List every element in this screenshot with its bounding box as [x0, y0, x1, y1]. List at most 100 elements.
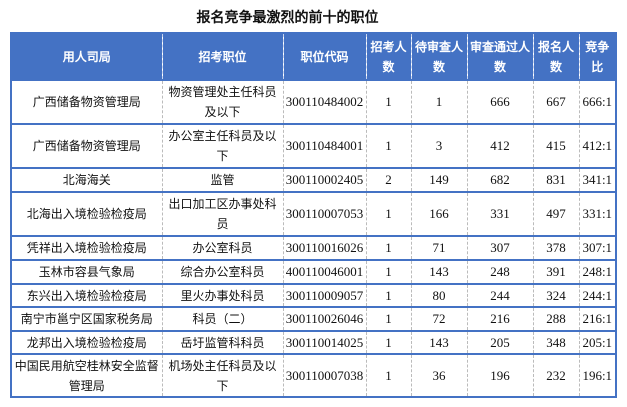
cell-applicant-count: 831: [532, 168, 580, 192]
table-row: 南宁市邕宁区国家税务局 科员（二） 300110026046 1 72 216 288 216…: [10, 307, 617, 331]
table-row: 广西储备物资管理局 办公室主任科员及以下 300110484001 1 3 412 415 4…: [10, 124, 617, 168]
cell-position: 出口加工区办事处科员: [161, 192, 284, 236]
cell-position-code: 300110002405: [282, 168, 367, 192]
cell-pending-review-count: 143: [410, 260, 468, 284]
cell-position-code: 400110046001: [282, 260, 367, 284]
cell-competition-ratio: 248:1: [578, 260, 617, 284]
page-title: 报名竞争最激烈的前十的职位: [196, 10, 379, 26]
cell-competition-ratio: 205:1: [578, 331, 617, 354]
cell-applicant-count: 288: [532, 307, 580, 331]
table-row: 北海出入境检验检疫局 出口加工区办事处科员 300110007053 1 166 331 4…: [10, 192, 617, 236]
cell-applicant-count: 391: [532, 260, 580, 284]
cell-department: 东兴出入境检验检疫局: [10, 284, 163, 307]
table-row: 玉林市容县气象局 综合办公室科员 400110046001 1 143 248 391 248…: [10, 260, 617, 284]
cell-position-code: 300110484002: [282, 80, 367, 124]
cell-pending-review-count: 71: [410, 236, 468, 260]
cell-position-code: 300110009057: [282, 284, 367, 307]
cell-department: 中国民用航空桂林安全监督管理局: [10, 354, 163, 397]
column-header-competition-ratio: 竞争比: [578, 33, 617, 80]
cell-pending-review-count: 1: [410, 80, 468, 124]
cell-recruit-count: 2: [365, 168, 412, 192]
cell-position: 综合办公室科员: [161, 260, 284, 284]
cell-pending-review-count: 166: [410, 192, 468, 236]
cell-competition-ratio: 412:1: [578, 124, 617, 168]
cell-competition-ratio: 216:1: [578, 307, 617, 331]
table-header-row: 用人司局 招考职位 职位代码 招考人数 待审查人数 审查通过人数 报名人数 竞争比: [10, 33, 617, 80]
cell-recruit-count: 1: [365, 236, 412, 260]
cell-approved-count: 682: [466, 168, 534, 192]
cell-position: 岳圩监管科科员: [161, 331, 284, 354]
top-ten-positions-table: 用人司局 招考职位 职位代码 招考人数 待审查人数 审查通过人数 报名人数 竞争比 广西储备物…: [10, 32, 617, 398]
cell-recruit-count: 1: [365, 80, 412, 124]
cell-approved-count: 412: [466, 124, 534, 168]
cell-recruit-count: 1: [365, 354, 412, 397]
cell-pending-review-count: 149: [410, 168, 468, 192]
cell-recruit-count: 1: [365, 307, 412, 331]
table-row: 中国民用航空桂林安全监督管理局 机场处主任科员及以下 300110007038 1 36…: [10, 354, 617, 397]
cell-position: 物资管理处主任科员及以下: [161, 80, 284, 124]
cell-pending-review-count: 36: [410, 354, 468, 397]
column-header-pending-review-count: 待审查人数: [410, 33, 468, 80]
table-row: 广西储备物资管理局 物资管理处主任科员及以下 300110484002 1 1 666 66…: [10, 80, 617, 124]
cell-pending-review-count: 3: [410, 124, 468, 168]
cell-recruit-count: 1: [365, 331, 412, 354]
cell-department: 北海海关: [10, 168, 163, 192]
cell-department: 北海出入境检验检疫局: [10, 192, 163, 236]
cell-applicant-count: 497: [532, 192, 580, 236]
table-row: 龙邦出入境检验检疫局 岳圩监管科科员 300110014025 1 143 205 348 2…: [10, 331, 617, 354]
cell-competition-ratio: 196:1: [578, 354, 617, 397]
column-header-approved-count: 审查通过人数: [466, 33, 534, 80]
cell-position-code: 300110007053: [282, 192, 367, 236]
cell-position: 办公室科员: [161, 236, 284, 260]
cell-recruit-count: 1: [365, 260, 412, 284]
cell-competition-ratio: 666:1: [578, 80, 617, 124]
cell-pending-review-count: 72: [410, 307, 468, 331]
cell-applicant-count: 667: [532, 80, 580, 124]
cell-position: 科员（二）: [161, 307, 284, 331]
table-row: 凭祥出入境检验检疫局 办公室科员 300110016026 1 71 307 378 307:…: [10, 236, 617, 260]
cell-approved-count: 196: [466, 354, 534, 397]
cell-pending-review-count: 143: [410, 331, 468, 354]
cell-position-code: 300110026046: [282, 307, 367, 331]
cell-competition-ratio: 307:1: [578, 236, 617, 260]
cell-position: 里火办事处科员: [161, 284, 284, 307]
cell-position: 办公室主任科员及以下: [161, 124, 284, 168]
cell-recruit-count: 1: [365, 124, 412, 168]
cell-department: 南宁市邕宁区国家税务局: [10, 307, 163, 331]
cell-approved-count: 307: [466, 236, 534, 260]
cell-approved-count: 205: [466, 331, 534, 354]
cell-approved-count: 666: [466, 80, 534, 124]
cell-position-code: 300110007038: [282, 354, 367, 397]
cell-applicant-count: 378: [532, 236, 580, 260]
cell-competition-ratio: 331:1: [578, 192, 617, 236]
cell-approved-count: 248: [466, 260, 534, 284]
cell-approved-count: 244: [466, 284, 534, 307]
cell-applicant-count: 232: [532, 354, 580, 397]
cell-approved-count: 216: [466, 307, 534, 331]
table-row: 东兴出入境检验检疫局 里火办事处科员 300110009057 1 80 244 324 24…: [10, 284, 617, 307]
cell-competition-ratio: 341:1: [578, 168, 617, 192]
cell-position-code: 300110016026: [282, 236, 367, 260]
cell-pending-review-count: 80: [410, 284, 468, 307]
cell-applicant-count: 348: [532, 331, 580, 354]
cell-recruit-count: 1: [365, 284, 412, 307]
cell-approved-count: 331: [466, 192, 534, 236]
cell-position: 机场处主任科员及以下: [161, 354, 284, 397]
cell-department: 龙邦出入境检验检疫局: [10, 331, 163, 354]
cell-department: 凭祥出入境检验检疫局: [10, 236, 163, 260]
cell-department: 玉林市容县气象局: [10, 260, 163, 284]
cell-position: 监管: [161, 168, 284, 192]
cell-department: 广西储备物资管理局: [10, 80, 163, 124]
cell-recruit-count: 1: [365, 192, 412, 236]
cell-applicant-count: 324: [532, 284, 580, 307]
column-header-position-code: 职位代码: [282, 33, 367, 80]
column-header-department: 用人司局: [10, 33, 163, 80]
column-header-applicant-count: 报名人数: [532, 33, 580, 80]
cell-position-code: 300110014025: [282, 331, 367, 354]
cell-position-code: 300110484001: [282, 124, 367, 168]
column-header-recruit-count: 招考人数: [365, 33, 412, 80]
cell-competition-ratio: 244:1: [578, 284, 617, 307]
table-row: 北海海关 监管 300110002405 2 149 682 831 341:1: [10, 168, 617, 192]
column-header-position: 招考职位: [161, 33, 284, 80]
cell-applicant-count: 415: [532, 124, 580, 168]
